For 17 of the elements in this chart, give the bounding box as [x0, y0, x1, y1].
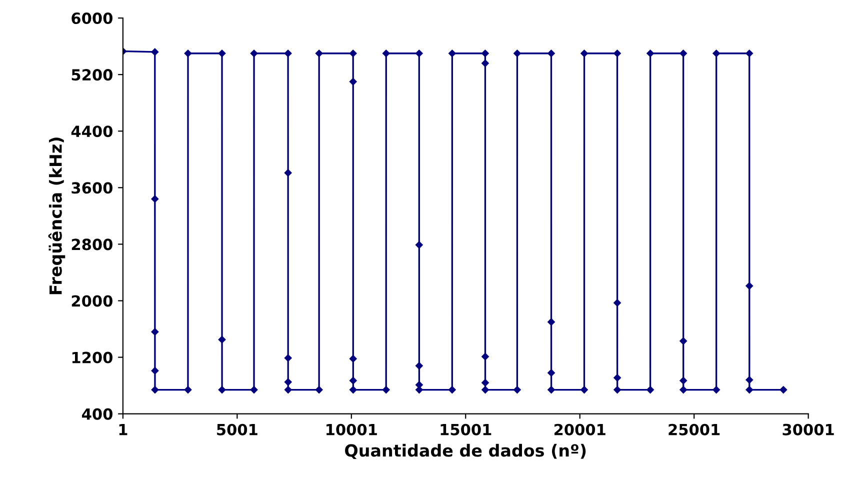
y-tick-label: 3600: [72, 182, 112, 194]
x-tick-label: 10001: [326, 424, 377, 436]
y-tick-label: 6000: [72, 12, 112, 24]
y-tick-label: 5200: [72, 69, 112, 81]
y-tick-label: 1200: [72, 352, 112, 364]
y-tick-label: 2000: [72, 295, 112, 307]
x-tick-label: 25001: [668, 424, 720, 436]
y-tick-label: 2800: [72, 238, 112, 250]
y-tick-label: 400: [82, 408, 112, 420]
x-tick-label: 5001: [217, 424, 258, 436]
x-tick-label: 30001: [782, 424, 834, 436]
x-tick-label: 20001: [554, 424, 606, 436]
y-axis-title: Freqüência (kHz): [48, 138, 66, 294]
x-axis-title: Quantidade de dados (nº): [345, 444, 586, 459]
y-tick-label: 4400: [71, 126, 112, 138]
x-tick-label: 1: [119, 424, 128, 436]
x-tick-label: 15001: [440, 424, 492, 436]
